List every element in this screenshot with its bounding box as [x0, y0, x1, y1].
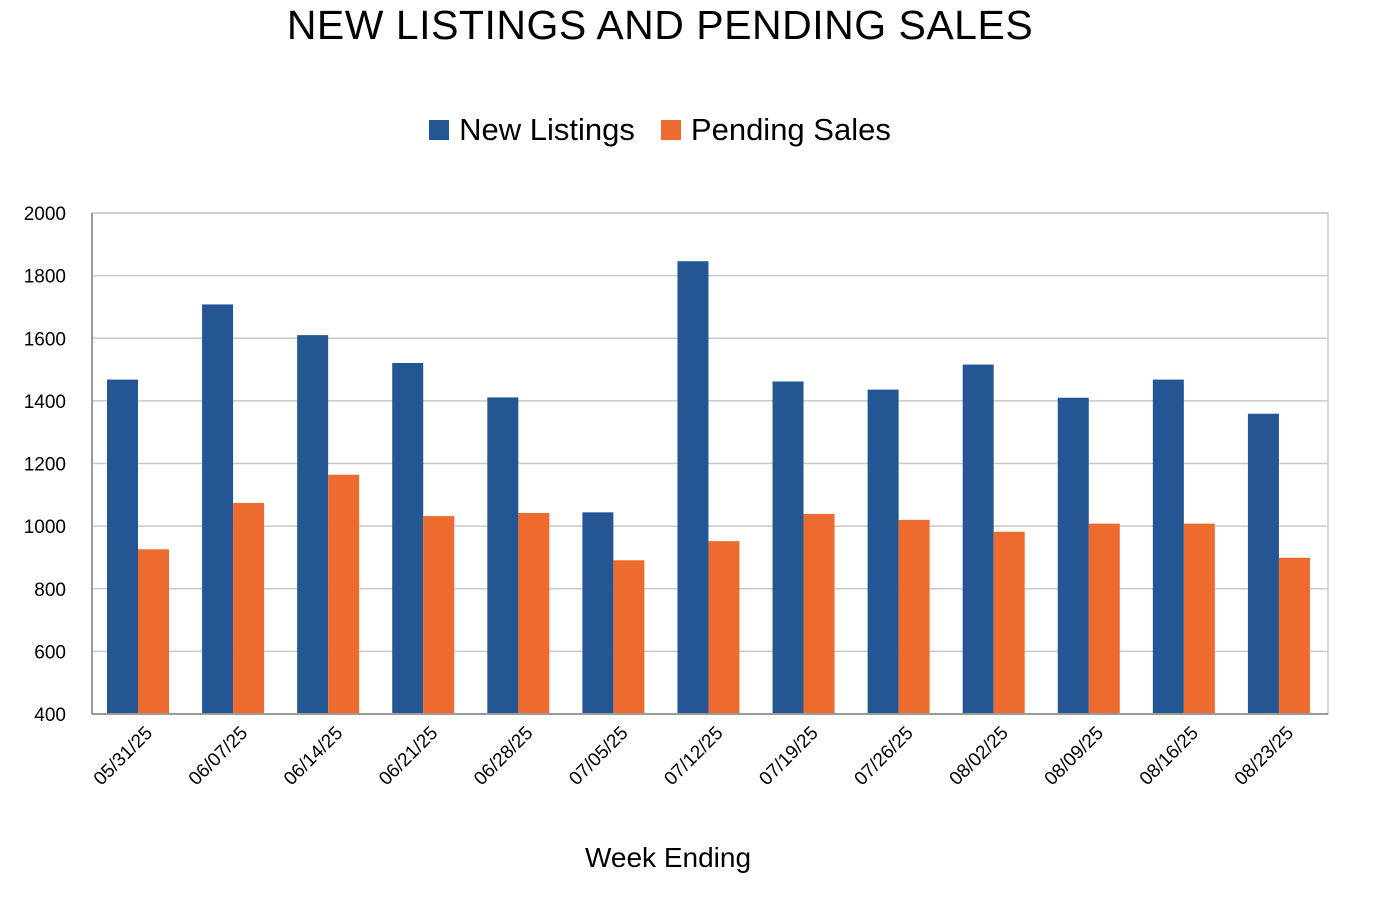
- x-tick-label-08-09-25: 08/09/25: [1041, 723, 1108, 790]
- bar-new-listings-06-21-25: [392, 362, 424, 714]
- bars: [107, 261, 1310, 714]
- y-tick-label-1000: 1000: [24, 517, 66, 538]
- legend-label-new-listings: New Listings: [459, 112, 635, 147]
- x-tick-labels: 05/31/25 06/07/25 06/14/25 06/21/25 06/28/25…: [90, 723, 1298, 790]
- bar-new-listings-06-14-25: [297, 335, 329, 714]
- bar-new-listings-08-02-25: [962, 364, 994, 714]
- legend-item-pending-sales: Pending Sales: [660, 112, 891, 148]
- x-tick-label-07-05-25: 07/05/25: [565, 723, 632, 790]
- x-tick-label-06-07-25: 06/07/25: [185, 723, 252, 790]
- y-tick-labels: 400 600 800 1000 1200 1400 1600 1800 2000: [24, 204, 66, 726]
- x-tick-label-08-23-25: 08/23/25: [1231, 723, 1298, 790]
- legend-label-pending-sales: Pending Sales: [690, 112, 891, 147]
- x-tick-label-06-21-25: 06/21/25: [375, 723, 442, 790]
- y-tick-label-600: 600: [34, 642, 66, 663]
- bar-pending-sales-07-05-25: [613, 560, 645, 714]
- x-tick-label-06-14-25: 06/14/25: [280, 723, 347, 790]
- bar-pending-sales-05-31-25: [138, 549, 169, 714]
- bar-new-listings-06-07-25: [202, 304, 234, 714]
- y-tick-label-800: 800: [34, 580, 66, 601]
- bar-pending-sales-07-26-25: [898, 519, 930, 714]
- bar-pending-sales-08-02-25: [993, 531, 1025, 714]
- bar-pending-sales-06-07-25: [233, 502, 265, 714]
- bar-pending-sales-08-23-25: [1278, 557, 1310, 714]
- y-tick-label-2000: 2000: [24, 204, 66, 225]
- bar-new-listings-07-26-25: [867, 389, 899, 714]
- bar-pending-sales-08-09-25: [1088, 523, 1120, 714]
- x-tick-label-08-02-25: 08/02/25: [946, 723, 1013, 790]
- axes: [91, 212, 1329, 715]
- chart-title: NEW LISTINGS AND PENDING SALES: [286, 2, 1034, 48]
- bar-new-listings-08-09-25: [1057, 397, 1089, 714]
- bar-new-listings-08-23-25: [1247, 413, 1279, 714]
- bar-pending-sales-06-14-25: [328, 474, 360, 714]
- bar-pending-sales-07-12-25: [708, 541, 740, 714]
- legend: New Listings Pending Sales: [0, 112, 1320, 148]
- x-tick-label-07-19-25: 07/19/25: [755, 723, 822, 790]
- x-tick-label-07-12-25: 07/12/25: [660, 723, 727, 790]
- y-tick-label-1600: 1600: [24, 329, 66, 350]
- bar-pending-sales-06-28-25: [518, 512, 550, 714]
- legend-swatch-new-listings: [429, 120, 450, 140]
- bar-new-listings-06-28-25: [487, 397, 519, 714]
- legend-swatch-pending-sales: [660, 120, 681, 140]
- bar-new-listings-07-19-25: [772, 381, 804, 714]
- legend-item-new-listings: New Listings: [429, 112, 635, 148]
- y-tick-label-1400: 1400: [24, 392, 66, 413]
- x-tick-label-08-16-25: 08/16/25: [1136, 723, 1203, 790]
- x-tick-label-05-31-25: 05/31/25: [90, 723, 157, 790]
- bar-pending-sales-06-21-25: [423, 516, 455, 714]
- y-tick-label-1200: 1200: [24, 455, 66, 476]
- y-tick-label-400: 400: [34, 705, 66, 726]
- bar-new-listings-07-12-25: [677, 261, 709, 714]
- y-tick-label-1800: 1800: [24, 267, 66, 288]
- bar-new-listings-05-31-25: [107, 379, 138, 714]
- bar-pending-sales-07-19-25: [803, 513, 835, 714]
- x-tick-label-06-28-25: 06/28/25: [470, 723, 537, 790]
- bar-new-listings-08-16-25: [1152, 379, 1184, 714]
- bar-pending-sales-08-16-25: [1183, 523, 1215, 714]
- x-axis-title: Week Ending: [585, 842, 751, 873]
- bar-new-listings-07-05-25: [582, 512, 614, 714]
- x-tick-label-07-26-25: 07/26/25: [851, 723, 918, 790]
